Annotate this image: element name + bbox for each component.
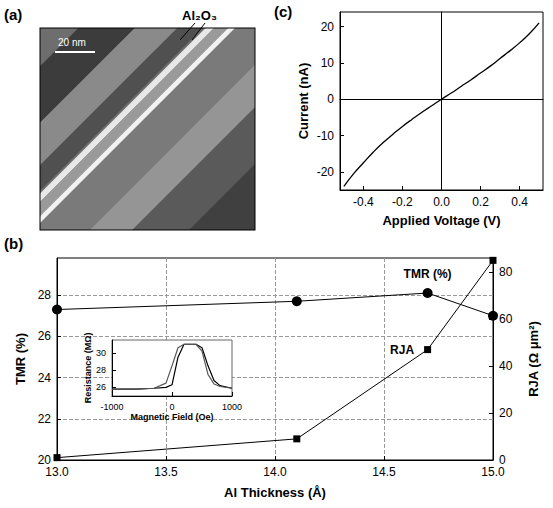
svg-text:(c): (c) [274, 3, 292, 20]
svg-text:80: 80 [499, 265, 513, 279]
svg-text:Al₂O₃: Al₂O₃ [182, 8, 217, 23]
svg-text:10: 10 [321, 56, 335, 70]
svg-text:20 nm: 20 nm [58, 37, 86, 48]
svg-text:0.2: 0.2 [472, 195, 489, 209]
svg-text:TMR (%): TMR (%) [13, 333, 28, 385]
svg-text:Magnetic Field (Oe): Magnetic Field (Oe) [130, 412, 213, 422]
svg-text:30: 30 [96, 348, 106, 358]
svg-text:28: 28 [96, 365, 106, 375]
svg-text:40: 40 [499, 359, 513, 373]
svg-text:28: 28 [38, 288, 52, 302]
svg-text:-20: -20 [317, 165, 335, 179]
svg-text:15.0: 15.0 [481, 465, 505, 479]
svg-text:13.0: 13.0 [45, 465, 69, 479]
svg-text:13.5: 13.5 [154, 465, 178, 479]
svg-text:0: 0 [327, 92, 334, 106]
svg-text:24: 24 [38, 371, 52, 385]
svg-text:0: 0 [169, 402, 174, 412]
svg-text:26: 26 [96, 382, 106, 392]
svg-text:Resistance (MΩ): Resistance (MΩ) [83, 333, 93, 404]
svg-text:(b): (b) [4, 235, 23, 252]
svg-text:-0.2: -0.2 [392, 195, 413, 209]
svg-text:-0.4: -0.4 [353, 195, 374, 209]
svg-text:26: 26 [38, 329, 52, 343]
svg-text:14.5: 14.5 [372, 465, 396, 479]
svg-text:0.0: 0.0 [433, 195, 450, 209]
svg-text:Current (nA): Current (nA) [296, 63, 311, 140]
svg-text:RJA: RJA [390, 343, 414, 357]
svg-text:(a): (a) [4, 6, 22, 23]
svg-text:-10: -10 [317, 129, 335, 143]
svg-text:-1000: -1000 [100, 402, 123, 412]
svg-text:1000: 1000 [222, 402, 242, 412]
svg-text:14.0: 14.0 [263, 465, 287, 479]
svg-text:RJA (Ω μm²): RJA (Ω μm²) [526, 321, 541, 397]
svg-text:20: 20 [37, 453, 51, 467]
svg-text:60: 60 [499, 312, 513, 326]
svg-text:20: 20 [499, 406, 513, 420]
svg-text:20: 20 [321, 20, 335, 34]
svg-text:0: 0 [499, 453, 506, 467]
svg-text:Applied Voltage (V): Applied Voltage (V) [382, 213, 500, 228]
svg-text:Al Thickness (Å): Al Thickness (Å) [224, 485, 326, 500]
svg-text:0.4: 0.4 [511, 195, 528, 209]
svg-text:22: 22 [38, 412, 52, 426]
svg-text:TMR (%): TMR (%) [404, 267, 452, 281]
